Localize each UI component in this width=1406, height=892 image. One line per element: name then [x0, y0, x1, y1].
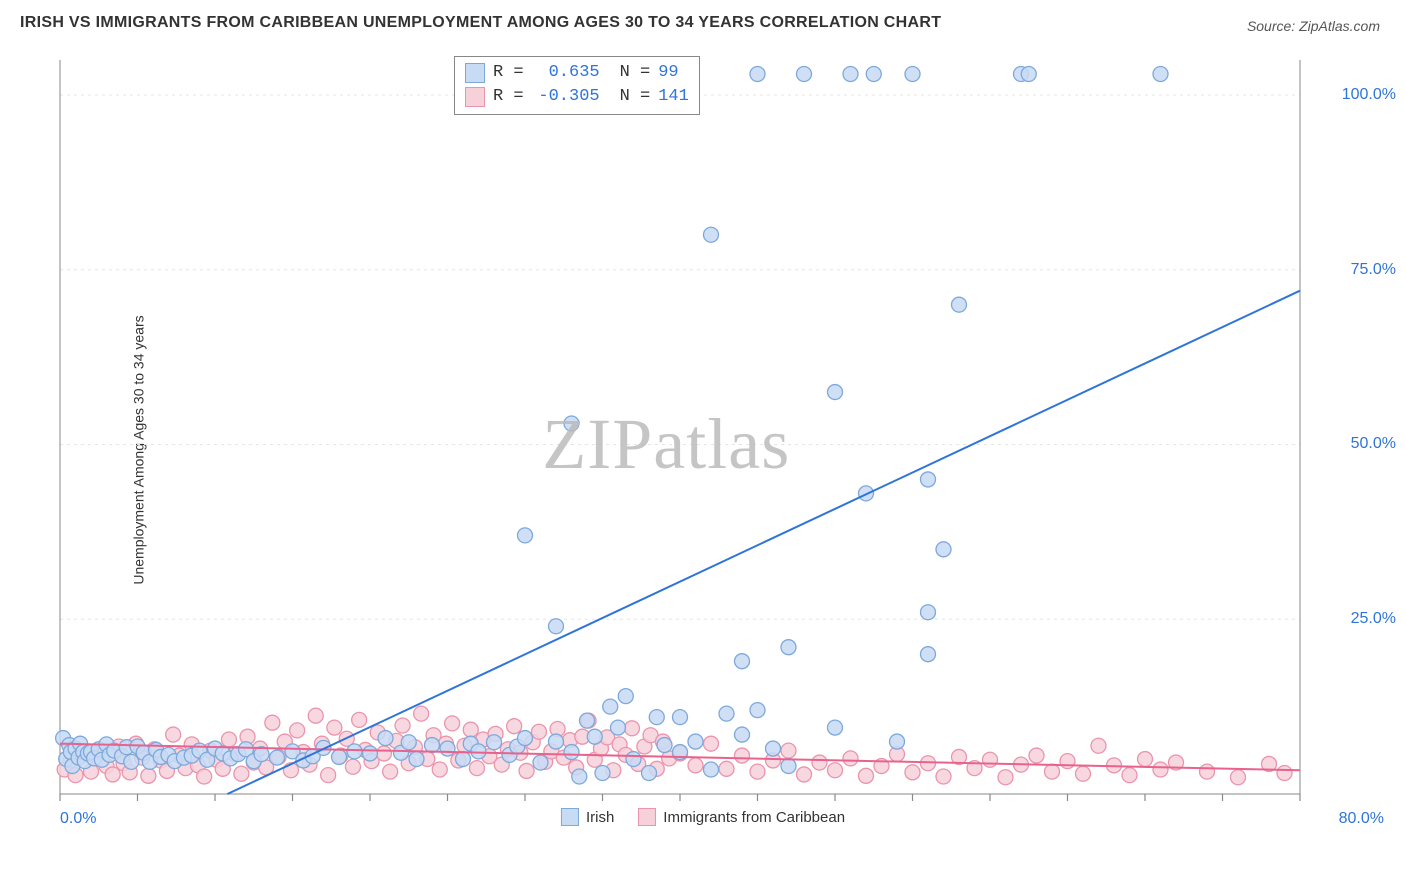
legend-item: Irish: [561, 808, 614, 826]
stats-r-label: R =: [493, 61, 524, 85]
stats-n-value: 141: [658, 85, 689, 109]
legend-item: Immigrants from Caribbean: [638, 808, 845, 826]
stats-n-label: N =: [620, 85, 651, 109]
stats-n-label: N =: [620, 61, 651, 85]
legend: Irish Immigrants from Caribbean: [561, 808, 845, 826]
x-axis-end: 80.0%: [1339, 810, 1384, 828]
stats-row: R = -0.305 N = 141: [465, 85, 689, 109]
x-axis-start: 0.0%: [60, 810, 96, 828]
legend-label: Immigrants from Caribbean: [663, 809, 845, 826]
y-tick-label: 25.0%: [1351, 610, 1396, 628]
y-tick-label: 100.0%: [1342, 86, 1396, 104]
chart-title: IRISH VS IMMIGRANTS FROM CARIBBEAN UNEMP…: [20, 14, 941, 32]
chart-svg: [54, 48, 1306, 836]
chart-source: Source: ZipAtlas.com: [1247, 18, 1380, 34]
y-tick-label: 75.0%: [1351, 261, 1396, 279]
y-tick-label: 50.0%: [1351, 435, 1396, 453]
legend-label: Irish: [586, 809, 614, 826]
legend-swatch: [465, 87, 485, 107]
legend-swatch: [465, 63, 485, 83]
stats-row: R = 0.635 N = 99: [465, 61, 689, 85]
legend-swatch: [561, 808, 579, 826]
legend-swatch: [638, 808, 656, 826]
stats-r-value: 0.635: [532, 61, 600, 85]
correlation-stats-box: R = 0.635 N = 99 R = -0.305 N = 141: [454, 56, 700, 115]
stats-r-value: -0.305: [532, 85, 600, 109]
stats-n-value: 99: [658, 61, 678, 85]
plot-area: [54, 48, 1306, 836]
stats-r-label: R =: [493, 85, 524, 109]
